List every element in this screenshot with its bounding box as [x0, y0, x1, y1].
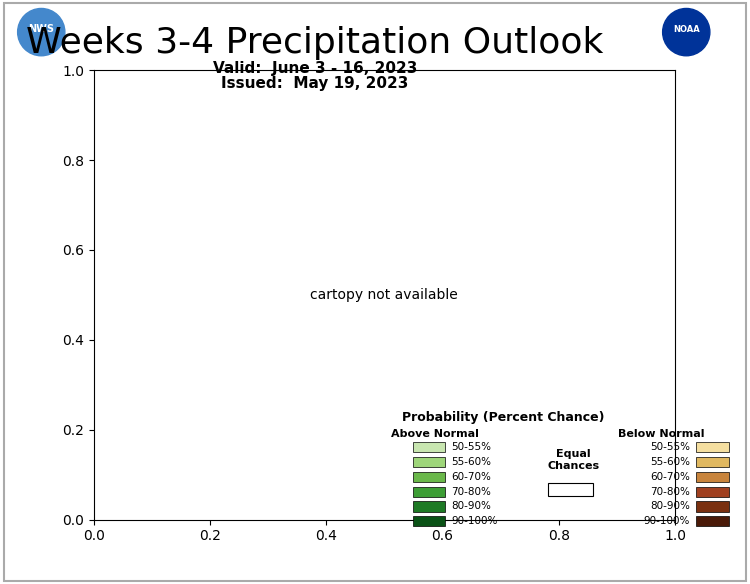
FancyBboxPatch shape	[413, 486, 445, 497]
Text: 50-55%: 50-55%	[452, 442, 491, 453]
Text: 55-60%: 55-60%	[452, 457, 491, 467]
Text: 70-80%: 70-80%	[452, 486, 491, 496]
FancyBboxPatch shape	[413, 442, 445, 453]
FancyBboxPatch shape	[413, 516, 445, 526]
Text: 60-70%: 60-70%	[452, 472, 491, 482]
Text: NWS: NWS	[28, 25, 54, 34]
Text: 90-100%: 90-100%	[644, 516, 690, 526]
Text: Valid:  June 3 - 16, 2023: Valid: June 3 - 16, 2023	[213, 61, 417, 77]
Text: Above Normal: Above Normal	[392, 429, 479, 439]
FancyBboxPatch shape	[696, 472, 728, 482]
Text: 50-55%: 50-55%	[650, 442, 690, 453]
Text: Equal
Chances: Equal Chances	[548, 450, 600, 471]
FancyBboxPatch shape	[413, 501, 445, 512]
Text: 80-90%: 80-90%	[452, 502, 491, 512]
FancyBboxPatch shape	[696, 516, 728, 526]
Text: 70-80%: 70-80%	[650, 486, 690, 496]
Text: cartopy not available: cartopy not available	[310, 288, 458, 302]
FancyBboxPatch shape	[413, 472, 445, 482]
FancyBboxPatch shape	[548, 484, 593, 496]
FancyBboxPatch shape	[696, 442, 728, 453]
Text: Below Normal: Below Normal	[617, 429, 704, 439]
Text: Weeks 3-4 Precipitation Outlook: Weeks 3-4 Precipitation Outlook	[26, 26, 604, 60]
FancyBboxPatch shape	[413, 457, 445, 467]
Circle shape	[18, 9, 65, 55]
Circle shape	[663, 9, 710, 55]
Text: 90-100%: 90-100%	[452, 516, 497, 526]
Text: 55-60%: 55-60%	[650, 457, 690, 467]
FancyBboxPatch shape	[696, 501, 728, 512]
Text: 80-90%: 80-90%	[650, 502, 690, 512]
FancyBboxPatch shape	[696, 457, 728, 467]
Text: NOAA: NOAA	[673, 25, 700, 34]
Text: Probability (Percent Chance): Probability (Percent Chance)	[401, 411, 604, 425]
FancyBboxPatch shape	[696, 486, 728, 497]
Text: 60-70%: 60-70%	[650, 472, 690, 482]
Text: Issued:  May 19, 2023: Issued: May 19, 2023	[221, 76, 409, 91]
